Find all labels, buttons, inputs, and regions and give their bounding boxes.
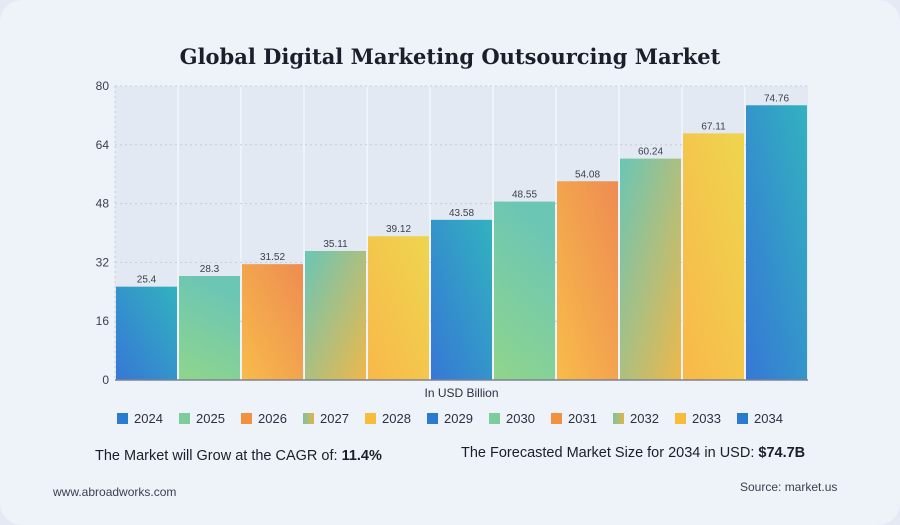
y-tick-label: 16 bbox=[96, 314, 110, 328]
data-label: 35.11 bbox=[323, 239, 348, 250]
y-tick-label: 64 bbox=[96, 138, 110, 152]
legend-swatch bbox=[117, 413, 128, 424]
legend-swatch bbox=[179, 413, 190, 424]
legend-item-2029[interactable]: 2029 bbox=[427, 411, 489, 426]
legend-swatch bbox=[241, 413, 252, 424]
bar-2031 bbox=[557, 181, 618, 380]
data-label: 60.24 bbox=[638, 147, 663, 158]
x-axis-label: In USD Billion bbox=[424, 386, 498, 400]
cagr-value: 11.4% bbox=[341, 448, 382, 464]
legend-label: 2033 bbox=[692, 411, 721, 426]
cagr-note: The Market will Grow at the CAGR of: 11.… bbox=[95, 448, 382, 464]
legend-label: 2025 bbox=[196, 411, 225, 426]
y-tick-label: 32 bbox=[96, 255, 110, 269]
forecast-value: $74.7B bbox=[758, 445, 806, 461]
legend-item-2034[interactable]: 2034 bbox=[737, 411, 799, 426]
legend-swatch bbox=[675, 413, 686, 424]
legend-item-2027[interactable]: 2027 bbox=[303, 411, 365, 426]
chart-title: Global Digital Marketing Outsourcing Mar… bbox=[179, 44, 721, 69]
legend-item-2026[interactable]: 2026 bbox=[241, 411, 303, 426]
legend-swatch bbox=[489, 413, 500, 424]
data-label: 25.4 bbox=[137, 275, 157, 286]
legend-label: 2028 bbox=[382, 411, 411, 426]
data-label: 74.76 bbox=[764, 93, 789, 104]
legend-swatch bbox=[551, 413, 562, 424]
legend-item-2024[interactable]: 2024 bbox=[117, 411, 179, 426]
bar-2024 bbox=[116, 286, 177, 380]
legend-swatch bbox=[613, 413, 624, 424]
legend-label: 2027 bbox=[320, 411, 349, 426]
data-label: 54.08 bbox=[575, 169, 600, 180]
legend-label: 2031 bbox=[568, 411, 597, 426]
legend-item-2025[interactable]: 2025 bbox=[179, 411, 241, 426]
bar-2034 bbox=[746, 105, 807, 381]
bar-2033 bbox=[683, 133, 744, 380]
bar-2032 bbox=[620, 158, 681, 380]
data-label: 39.12 bbox=[386, 224, 411, 235]
legend-swatch bbox=[365, 413, 376, 424]
bar-2030 bbox=[494, 201, 555, 380]
y-tick-label: 0 bbox=[102, 373, 109, 387]
legend-swatch bbox=[737, 413, 748, 424]
data-label: 67.11 bbox=[701, 121, 726, 132]
legend-label: 2032 bbox=[630, 411, 659, 426]
bar-2029 bbox=[431, 219, 492, 380]
data-label: 31.52 bbox=[260, 252, 285, 263]
bar-2025 bbox=[179, 275, 240, 380]
legend-item-2033[interactable]: 2033 bbox=[675, 411, 737, 426]
bar-2026 bbox=[242, 264, 303, 380]
legend-label: 2024 bbox=[134, 411, 163, 426]
legend-label: 2026 bbox=[258, 411, 287, 426]
legend-item-2031[interactable]: 2031 bbox=[551, 411, 613, 426]
data-label: 28.3 bbox=[200, 264, 220, 275]
forecast-label: The Forecasted Market Size for 2034 in U… bbox=[461, 445, 759, 461]
y-tick-label: 48 bbox=[96, 197, 110, 211]
data-label: 48.55 bbox=[512, 190, 537, 201]
legend-swatch bbox=[427, 413, 438, 424]
legend-item-2028[interactable]: 2028 bbox=[365, 411, 427, 426]
source-label: Source: market.us bbox=[740, 480, 838, 494]
legend-label: 2030 bbox=[506, 411, 535, 426]
data-label: 43.58 bbox=[449, 208, 474, 219]
legend-label: 2034 bbox=[754, 411, 783, 426]
bar-chart: 0 16 32 48 64 80 25.4 28.3 31.52 35.11 39.12 43.58 4… bbox=[96, 79, 808, 400]
legend-swatch bbox=[303, 413, 314, 424]
y-tick-label: 80 bbox=[96, 79, 110, 93]
legend-item-2030[interactable]: 2030 bbox=[489, 411, 551, 426]
bar-2027 bbox=[305, 250, 366, 380]
chart-legend: 2024 2025 2026 2027 2028 2029 2030 2031 2032 2033… bbox=[117, 411, 799, 426]
cagr-label: The Market will Grow at the CAGR of: bbox=[95, 448, 342, 464]
legend-item-2032[interactable]: 2032 bbox=[613, 411, 675, 426]
website-label: www.abroadworks.com bbox=[53, 485, 177, 499]
bar-2028 bbox=[368, 236, 429, 380]
forecast-note: The Forecasted Market Size for 2034 in U… bbox=[461, 445, 805, 461]
legend-label: 2029 bbox=[444, 411, 473, 426]
